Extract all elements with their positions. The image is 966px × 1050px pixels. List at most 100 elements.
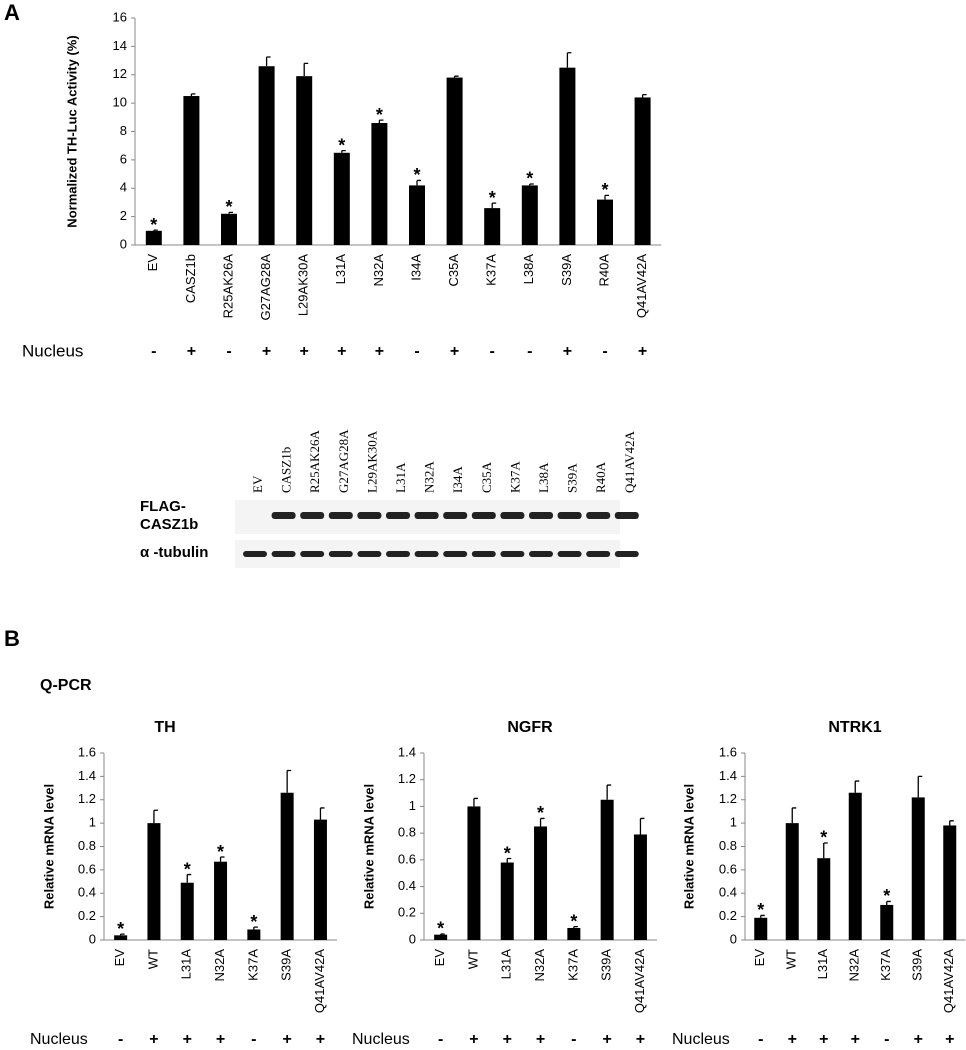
error-bar bbox=[228, 211, 233, 214]
y-tick-label: 0.4 bbox=[398, 878, 416, 893]
blot-band bbox=[386, 512, 410, 519]
nucleus-sign: + bbox=[450, 343, 459, 360]
x-tick-label: L29AK30A bbox=[296, 254, 311, 316]
nucleus-sign: - bbox=[414, 343, 419, 360]
bar bbox=[943, 825, 957, 940]
error-bar bbox=[566, 52, 572, 68]
error-bar bbox=[760, 914, 765, 918]
significance: * bbox=[526, 169, 533, 189]
y-tick-label: 0.2 bbox=[398, 905, 416, 920]
error-bar bbox=[253, 926, 258, 930]
blot-band bbox=[414, 512, 439, 519]
y-tick-label: 0.6 bbox=[398, 851, 416, 866]
significance: * bbox=[570, 911, 577, 931]
blot-band bbox=[529, 512, 553, 519]
bar bbox=[848, 792, 862, 940]
x-tick-label: WT bbox=[145, 949, 160, 969]
blot-band bbox=[386, 551, 410, 557]
lane-label: CASZ1b bbox=[279, 447, 294, 493]
blot-band bbox=[300, 512, 325, 519]
bar bbox=[880, 904, 894, 940]
y-tick-label: 1.2 bbox=[398, 771, 416, 786]
blot-band bbox=[586, 512, 611, 519]
error-bar bbox=[854, 780, 860, 793]
blot-band bbox=[614, 512, 639, 519]
nucleus-sign: + bbox=[851, 1031, 860, 1048]
blot-row-label: CASZ1b bbox=[140, 516, 198, 533]
bar bbox=[180, 882, 194, 940]
nucleus-sign: + bbox=[187, 343, 196, 360]
blot-band bbox=[414, 551, 439, 557]
lane-label: R40A bbox=[593, 461, 608, 493]
x-tick-label: Q41AV42A bbox=[312, 949, 327, 1013]
x-tick-label: L31A bbox=[499, 949, 514, 980]
error-bar bbox=[606, 784, 612, 800]
x-tick-label: EV bbox=[752, 949, 767, 967]
x-tick-label: WT bbox=[784, 949, 799, 969]
bar bbox=[600, 799, 614, 940]
significance: * bbox=[250, 912, 257, 932]
bar bbox=[147, 823, 161, 940]
nucleus-sign: - bbox=[490, 343, 495, 360]
lane-label: EV bbox=[250, 475, 265, 493]
nucleus-sign: + bbox=[316, 1031, 325, 1048]
chart-title: NTRK1 bbox=[828, 719, 881, 736]
error-bar bbox=[573, 925, 578, 928]
bar bbox=[559, 67, 576, 245]
x-tick-label: S39A bbox=[910, 949, 925, 981]
x-tick-label: S39A bbox=[559, 254, 574, 286]
x-tick-label: R40A bbox=[596, 254, 611, 287]
y-tick-label: 0.6 bbox=[78, 861, 96, 876]
bar bbox=[258, 66, 275, 245]
blot-band bbox=[328, 551, 353, 557]
error-bar bbox=[473, 797, 478, 807]
nucleus-sign: + bbox=[337, 343, 346, 360]
error-bar bbox=[265, 56, 271, 67]
bar bbox=[785, 823, 799, 940]
nucleus-sign: + bbox=[282, 1031, 291, 1048]
y-tick-label: 1.6 bbox=[719, 744, 737, 759]
y-tick-label: 0.4 bbox=[719, 885, 737, 900]
bar bbox=[183, 96, 200, 245]
lane-label: K37A bbox=[507, 461, 522, 493]
error-bar bbox=[539, 817, 545, 827]
nucleus-sign: + bbox=[788, 1031, 797, 1048]
blot-band bbox=[557, 512, 582, 519]
bar bbox=[754, 917, 768, 940]
x-tick-label: WT bbox=[465, 949, 480, 969]
significance: * bbox=[217, 842, 224, 862]
x-tick-label: R25AK26A bbox=[220, 254, 235, 319]
bar bbox=[484, 208, 501, 245]
significance: * bbox=[117, 919, 124, 939]
blot-band bbox=[557, 551, 582, 557]
y-tick-label: 0.8 bbox=[398, 825, 416, 840]
nucleus-sign: + bbox=[503, 1031, 512, 1048]
x-tick-label: N32A bbox=[847, 949, 862, 982]
x-tick-label: I34A bbox=[408, 254, 423, 281]
lane-label: L31A bbox=[393, 462, 408, 493]
y-axis-label: Relative mRNA level bbox=[361, 784, 376, 909]
bar bbox=[534, 826, 548, 940]
nucleus-sign: - bbox=[602, 343, 607, 360]
y-tick-label: 1.6 bbox=[78, 744, 96, 759]
error-bar bbox=[378, 119, 384, 123]
blot-row-label: α -tubulin bbox=[140, 544, 208, 561]
nucleus-sign: - bbox=[884, 1031, 889, 1048]
y-tick-label: 0.2 bbox=[78, 908, 96, 923]
y-axis-label: Relative mRNA level bbox=[681, 784, 696, 909]
significance: * bbox=[537, 803, 544, 823]
error-bar bbox=[120, 933, 125, 936]
panel-label: B bbox=[4, 626, 20, 651]
lane-label: I34A bbox=[450, 466, 465, 493]
blot-band bbox=[471, 512, 496, 519]
lane-label: L38A bbox=[536, 462, 551, 493]
error-bar bbox=[303, 62, 309, 77]
x-tick-label: L31A bbox=[815, 949, 830, 980]
blot-band bbox=[471, 551, 496, 557]
significance: * bbox=[601, 180, 608, 200]
y-tick-label: 1.4 bbox=[398, 744, 416, 759]
x-tick-label: N32A bbox=[532, 949, 547, 982]
error-bar bbox=[453, 75, 459, 78]
error-bar bbox=[639, 817, 645, 835]
y-tick-label: 0 bbox=[730, 931, 737, 946]
